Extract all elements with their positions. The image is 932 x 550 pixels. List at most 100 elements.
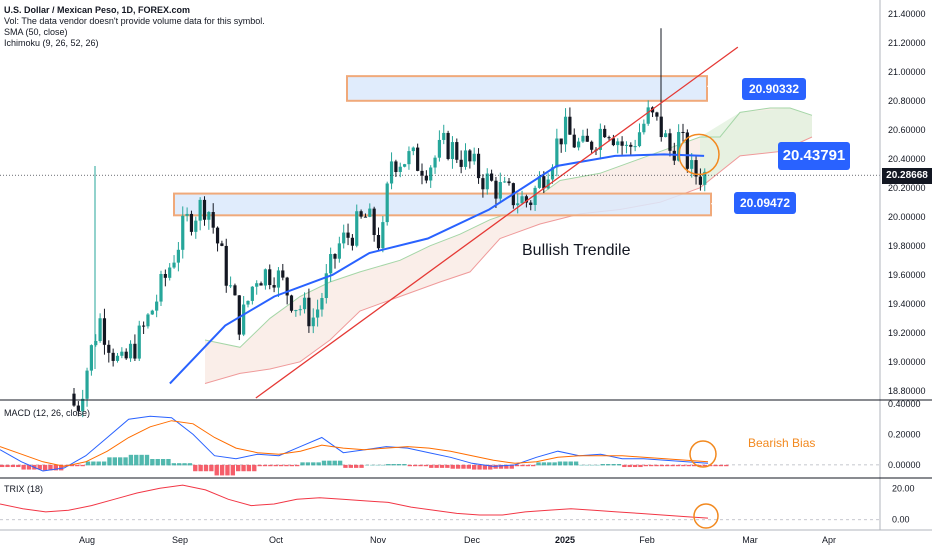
candle-body (337, 243, 341, 259)
candle-body (302, 297, 307, 310)
macd-histogram-bar (118, 457, 123, 466)
candle-body (224, 245, 228, 286)
macd-histogram-bar (681, 464, 686, 467)
ichimoku-legend[interactable]: Ichimoku (9, 26, 52, 26) (4, 38, 99, 48)
macd-histogram-bar (354, 464, 359, 468)
macd-line (0, 415, 709, 472)
macd-histogram-bar (327, 460, 332, 466)
candle-body (407, 151, 411, 165)
macd-histogram-bar (203, 464, 209, 472)
macd-histogram-bar (144, 454, 150, 466)
macd-histogram-bar (273, 464, 278, 467)
price-tick-label: 18.80000 (888, 386, 926, 396)
macd-histogram-bar (225, 464, 230, 476)
macd-tick-label: 0.40000 (888, 399, 921, 409)
time-tick-label: Aug (79, 535, 95, 545)
candle-body (137, 325, 141, 359)
candle-body (637, 132, 642, 147)
macd-histogram-bar (257, 464, 262, 467)
candle-body (207, 212, 211, 220)
macd-histogram-bar (466, 464, 471, 469)
macd-histogram-bar (450, 464, 455, 469)
macd-histogram-bar (439, 464, 445, 468)
macd-histogram-bar (262, 464, 268, 467)
macd-histogram-bar (295, 464, 300, 467)
macd-histogram-bar (547, 462, 552, 466)
macd-histogram-bar (590, 464, 595, 466)
candle-body (142, 325, 146, 327)
candle-body (150, 310, 154, 315)
macd-histogram-bar (59, 464, 64, 471)
candle-body (242, 304, 246, 335)
candle-body (329, 254, 333, 274)
macd-histogram-bar (300, 462, 305, 466)
macd-histogram-bar (48, 464, 53, 471)
symbol-title[interactable]: U.S. Dollar / Mexican Peso, 1D, FOREX.co… (4, 5, 191, 15)
candle-body (285, 277, 289, 296)
macd-histogram-bar (21, 464, 26, 470)
candle-body (607, 137, 611, 139)
candle-body (546, 179, 550, 189)
trix-tick-label: 0.00 (892, 515, 910, 525)
cloud-area (205, 108, 812, 384)
ichimoku-cloud (204, 107, 813, 384)
cloud-span-b (204, 136, 813, 384)
candle-body (424, 175, 428, 181)
candle-body (115, 355, 120, 361)
price-tick-label: 20.40000 (888, 154, 926, 164)
macd-histogram-bar (691, 464, 697, 467)
macd-histogram-bar (541, 462, 547, 466)
time-tick-label: Sep (172, 535, 188, 545)
candle-body (659, 116, 663, 138)
macd-histogram-bar (514, 464, 520, 467)
candle-body (94, 340, 98, 346)
price-tick-label: 19.40000 (888, 299, 926, 309)
macd-histogram-bar (37, 464, 42, 470)
candle-body (311, 317, 315, 327)
macd-histogram-bar (101, 461, 107, 466)
macd-histogram-bar (53, 464, 58, 471)
trix-label[interactable]: TRIX (18) (4, 484, 44, 494)
macd-histogram-bar (278, 464, 284, 467)
macd-histogram-bar (654, 464, 659, 467)
macd-histogram-bar (26, 464, 32, 470)
candle-body (342, 232, 346, 244)
macd-histogram-bar (230, 464, 235, 476)
candle-body (668, 133, 672, 151)
candle-body (563, 116, 568, 145)
macd-histogram-bar (455, 464, 461, 469)
macd-histogram-bar (643, 464, 648, 467)
price-zones (173, 75, 712, 217)
candle-body (255, 283, 259, 287)
candle-body (272, 285, 276, 288)
macd-label[interactable]: MACD (12, 26, close) (4, 408, 91, 418)
time-tick-label: Feb (639, 535, 655, 545)
candle-body (385, 183, 389, 223)
candle-body (85, 370, 89, 399)
candle-body (598, 128, 602, 150)
macd-histogram-bar (697, 464, 702, 467)
macd-histogram-bar (413, 464, 418, 467)
macd-histogram-bar (482, 464, 488, 470)
price-tick-label: 19.80000 (888, 241, 926, 251)
macd-histogram-bar (675, 464, 681, 467)
candle-body (629, 144, 633, 147)
candle-body (455, 142, 459, 160)
candle-body (359, 211, 363, 217)
candle-body (403, 164, 407, 167)
candle-body (507, 181, 511, 184)
bearish-bias-annotation: Bearish Bias (748, 436, 816, 450)
macd-histogram-bar (246, 464, 252, 472)
volume-note: Vol: The data vendor doesn't provide vol… (4, 16, 265, 26)
macd-histogram-bar (670, 464, 675, 467)
candle-body (450, 142, 455, 159)
macd-histogram-bar (380, 464, 386, 466)
candle-body (568, 116, 572, 135)
sma-legend[interactable]: SMA (50, close) (4, 27, 68, 37)
macd-histogram-bar (337, 460, 343, 466)
support-zone (173, 192, 712, 217)
macd-histogram-bar (418, 464, 423, 467)
time-tick-label: 2025 (555, 535, 575, 545)
macd-histogram-bar (375, 464, 380, 466)
